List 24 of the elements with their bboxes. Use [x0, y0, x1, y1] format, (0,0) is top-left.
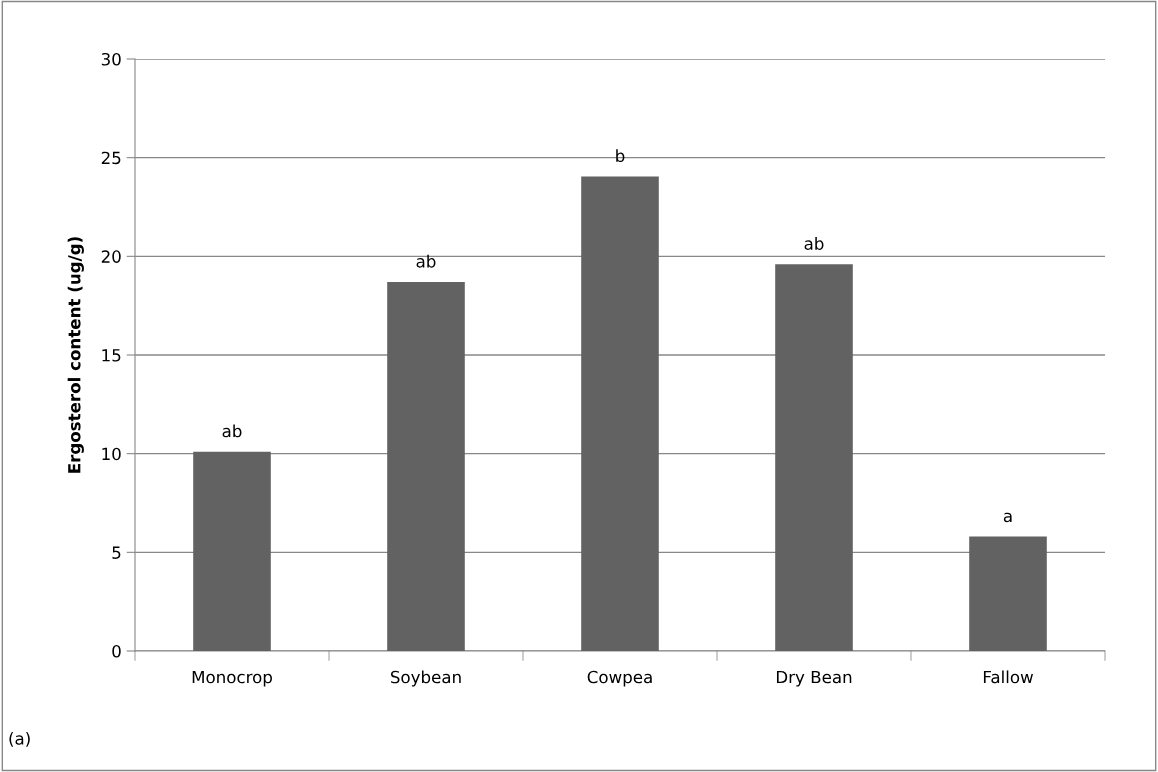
- annotation: ab: [804, 236, 824, 250]
- bar: [969, 536, 1047, 651]
- annotation: ab: [222, 424, 242, 438]
- y-tick-label: 20: [101, 250, 121, 263]
- annotation: b: [616, 149, 625, 163]
- y-tick-label: 25: [101, 151, 121, 165]
- y-tick-label: 15: [102, 349, 121, 362]
- annotation: ab: [416, 254, 436, 268]
- bar: [387, 281, 465, 651]
- y-tick-label: 0: [112, 644, 121, 658]
- bar: [581, 176, 659, 651]
- x-tick-label: Fallow: [983, 670, 1033, 684]
- x-tick-label: Dry Bean: [776, 670, 852, 687]
- y-tick-label: 30: [101, 52, 121, 66]
- x-tick-label: Cowpea: [587, 670, 652, 687]
- y-tick-label: 5: [112, 546, 121, 559]
- x-tick-label: Monocrop: [192, 670, 272, 687]
- text: (a): [9, 731, 30, 747]
- annotation: a: [1003, 512, 1012, 523]
- x-tick-label: Soybean: [390, 670, 461, 687]
- y-tick-label: 10: [102, 447, 121, 461]
- bar: [193, 451, 271, 651]
- y-axis-title: Ergosterol content (ug/g): [67, 237, 84, 473]
- bar: [775, 264, 853, 651]
